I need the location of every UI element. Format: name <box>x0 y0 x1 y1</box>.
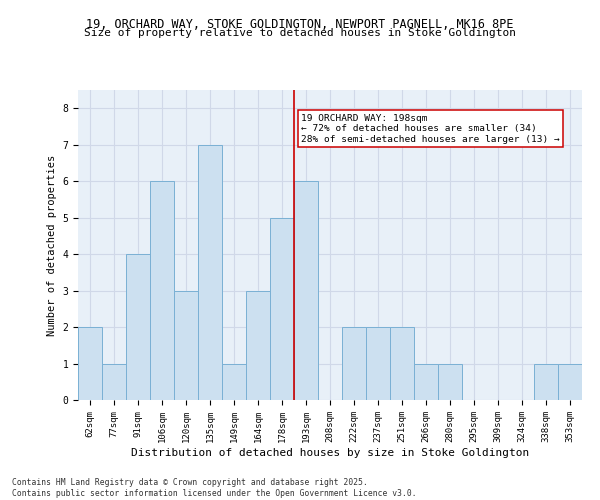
Bar <box>174 290 198 400</box>
Bar <box>270 218 294 400</box>
Bar <box>102 364 126 400</box>
Text: Contains HM Land Registry data © Crown copyright and database right 2025.
Contai: Contains HM Land Registry data © Crown c… <box>12 478 416 498</box>
Bar <box>390 327 414 400</box>
X-axis label: Distribution of detached houses by size in Stoke Goldington: Distribution of detached houses by size … <box>131 448 529 458</box>
Bar <box>198 144 222 400</box>
Text: Size of property relative to detached houses in Stoke Goldington: Size of property relative to detached ho… <box>84 28 516 38</box>
Bar <box>222 364 246 400</box>
Bar <box>342 327 366 400</box>
Bar <box>78 327 102 400</box>
Bar <box>534 364 558 400</box>
Bar <box>366 327 390 400</box>
Bar <box>246 290 270 400</box>
Y-axis label: Number of detached properties: Number of detached properties <box>47 154 57 336</box>
Bar <box>126 254 150 400</box>
Bar <box>414 364 438 400</box>
Bar <box>438 364 462 400</box>
Text: 19 ORCHARD WAY: 198sqm
← 72% of detached houses are smaller (34)
28% of semi-det: 19 ORCHARD WAY: 198sqm ← 72% of detached… <box>301 114 560 144</box>
Bar <box>294 181 318 400</box>
Text: 19, ORCHARD WAY, STOKE GOLDINGTON, NEWPORT PAGNELL, MK16 8PE: 19, ORCHARD WAY, STOKE GOLDINGTON, NEWPO… <box>86 18 514 30</box>
Bar <box>558 364 582 400</box>
Bar <box>150 181 174 400</box>
